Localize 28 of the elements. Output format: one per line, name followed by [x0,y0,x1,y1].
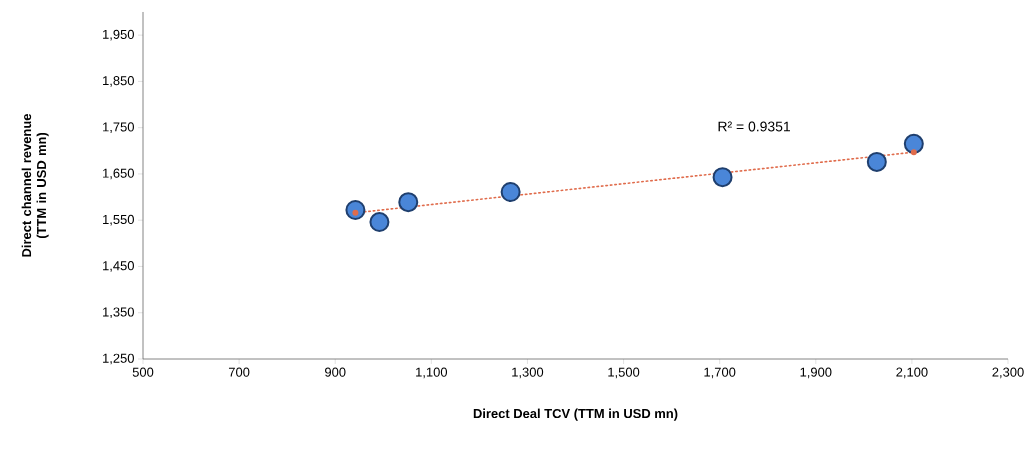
y-tick-label: 1,850 [103,76,134,87]
point [369,212,390,233]
point [398,192,419,213]
point [866,151,887,172]
y-tick-label: 1,450 [103,261,134,272]
point [903,133,924,154]
y-tick-label: 1,550 [103,214,134,226]
x-tick-label: 2,100 [896,367,928,379]
point [712,167,733,188]
y-tick-label: 1,250 [103,353,134,365]
x-tick-label: 1,900 [800,367,832,379]
x-tick-label: 900 [325,367,346,377]
y-tick-label: 1,350 [103,307,134,319]
y-tick-label: 1,650 [103,168,134,180]
y-axis-title: Direct channel revenue (TTM in USD mn) [21,113,49,257]
point [500,181,521,202]
x-tick-label: 700 [228,367,250,377]
x-tick-label: 1,300 [512,367,544,379]
y-tick-label: 1,750 [103,122,134,134]
annotation: R² = 0.9351 [718,121,791,132]
x-tick-label: 500 [132,367,154,377]
x-tick-label: 1,700 [704,367,736,379]
x-tick-label: 1,500 [608,367,640,379]
x-tick-label: 1,100 [416,367,448,379]
x-tick-label: 2,300 [992,367,1024,379]
y-tick-label: 1,950 [103,29,134,41]
point [910,149,917,156]
x-axis-title: Direct Deal TCV (TTM in USD mn) [473,408,678,421]
